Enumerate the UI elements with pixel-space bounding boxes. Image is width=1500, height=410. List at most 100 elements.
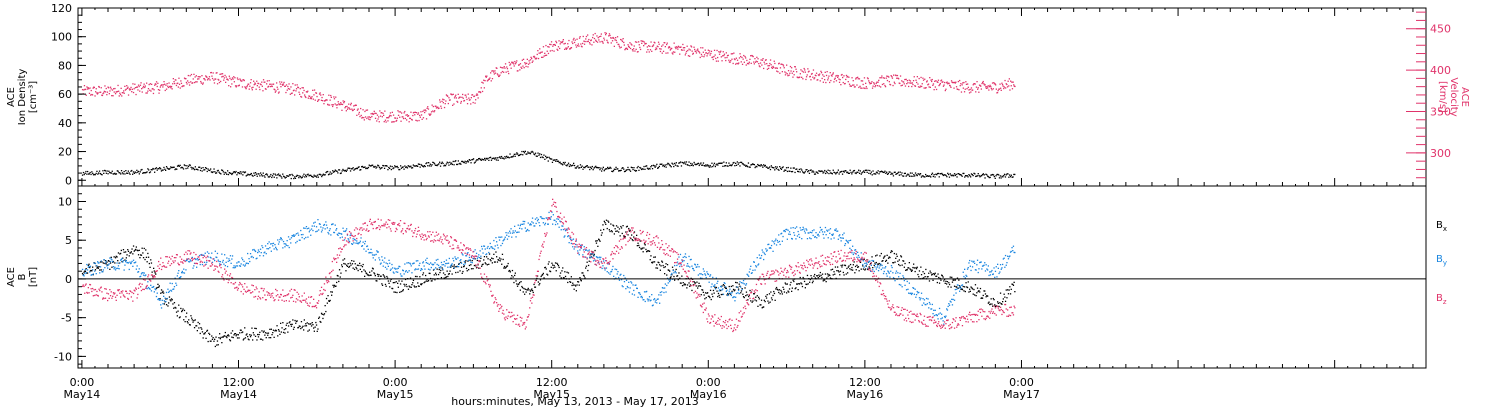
data-point [360,169,362,171]
data-point [525,65,527,68]
data-point [816,234,819,236]
data-point [729,164,731,167]
data-point [819,275,821,278]
data-point [782,166,784,168]
data-point [610,270,613,273]
data-point [674,162,676,165]
data-point [540,153,543,156]
data-point [832,72,834,74]
data-point [186,259,188,261]
data-point [107,264,109,266]
data-point [88,263,90,265]
data-point [877,263,880,265]
data-point [720,285,722,288]
data-point [341,109,343,111]
data-point [187,80,189,82]
data-point [135,261,137,263]
data-point [751,163,753,166]
data-point [102,170,104,172]
data-point [604,222,606,224]
data-point [977,290,979,293]
data-point [345,106,347,108]
data-point [557,46,560,48]
data-point [865,82,867,84]
data-point [913,174,915,176]
data-point [880,86,882,88]
data-point [172,303,174,305]
data-point [380,167,382,169]
data-point [91,94,94,96]
data-point [366,272,368,275]
data-point [167,305,169,307]
data-point [603,220,605,222]
data-point [512,276,514,278]
data-point [406,114,408,116]
data-point [375,112,377,115]
data-point [404,165,406,167]
data-point [99,261,102,263]
top-panel-points [81,32,1016,180]
data-point [267,243,269,245]
data-point [260,174,263,176]
data-point [837,75,839,77]
data-point [424,111,426,114]
data-point [1002,301,1004,303]
data-point [361,116,364,119]
data-point [375,280,377,282]
data-point [236,85,238,87]
data-point [442,268,444,270]
data-point [830,79,832,82]
data-point [812,69,815,71]
data-point [853,86,856,88]
data-point [115,267,117,270]
data-point [94,270,96,272]
data-point [712,295,714,298]
data-point [139,84,142,86]
data-point [800,69,802,71]
data-point [605,260,607,262]
data-point [323,223,326,226]
data-point [254,174,256,176]
data-point [984,177,986,179]
data-point [646,251,648,253]
data-point [480,255,482,257]
data-point [768,67,770,69]
data-point [791,238,793,240]
data-point [402,289,404,291]
data-point [886,254,888,256]
data-point [383,165,385,167]
data-point [214,250,216,252]
data-point [283,81,285,84]
data-point [941,172,943,175]
data-point [758,263,760,265]
data-point [966,286,968,288]
data-point [505,232,507,234]
data-point [371,270,373,272]
data-point [825,281,827,283]
data-point [559,272,562,274]
data-point [473,257,475,260]
data-point [147,90,149,92]
data-point [562,225,564,227]
data-point [714,288,717,290]
data-point [955,86,958,88]
data-point [175,168,177,170]
data-point [215,256,217,258]
data-point [949,85,951,87]
data-point [920,266,922,268]
data-point [784,74,787,76]
data-point [207,168,209,170]
data-point [585,35,588,38]
data-point [879,171,881,173]
data-point [154,84,156,86]
data-point [717,287,720,289]
data-point [188,261,191,263]
data-point [206,251,209,253]
data-point [105,260,107,262]
data-point [630,166,632,168]
data-point [681,161,683,164]
data-point [151,271,153,273]
data-point [981,82,983,85]
data-point [258,333,260,336]
data-point [544,52,546,54]
